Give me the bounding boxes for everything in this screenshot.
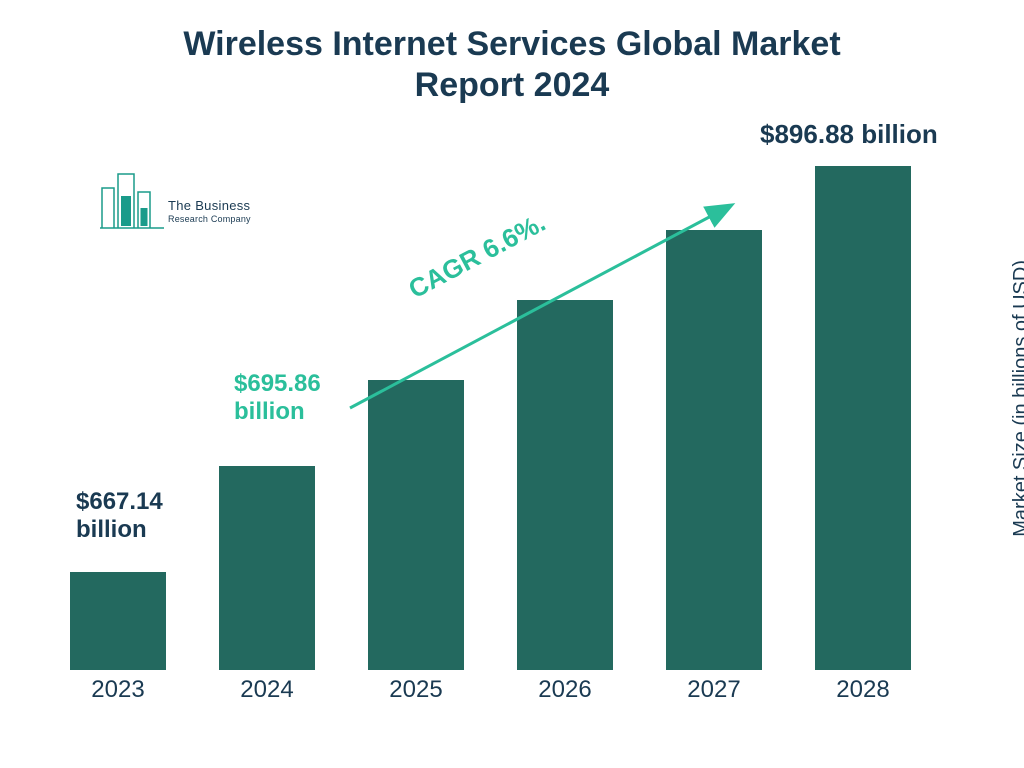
- x-tick-2026: 2026: [515, 676, 615, 704]
- value-callout-2: $896.88 billion: [760, 120, 938, 150]
- bar-2028: [815, 166, 911, 670]
- y-axis-label: Market Size (in billions of USD): [1010, 260, 1024, 537]
- value-callout-0: $667.14billion: [76, 488, 163, 543]
- chart-title: Wireless Internet Services Global Market…: [0, 24, 1024, 106]
- value-callout-1: $695.86billion: [234, 370, 321, 425]
- chart-container: Wireless Internet Services Global Market…: [0, 0, 1024, 768]
- x-tick-2028: 2028: [813, 676, 913, 704]
- bar-2027: [666, 230, 762, 670]
- bar-2023: [70, 572, 166, 670]
- bar-2025: [368, 380, 464, 670]
- x-tick-2025: 2025: [366, 676, 466, 704]
- bar-2024: [219, 466, 315, 670]
- x-tick-2023: 2023: [68, 676, 168, 704]
- x-tick-2027: 2027: [664, 676, 764, 704]
- bar-2026: [517, 300, 613, 670]
- x-tick-2024: 2024: [217, 676, 317, 704]
- title-line-2: Report 2024: [415, 66, 610, 104]
- title-line-1: Wireless Internet Services Global Market: [183, 25, 840, 63]
